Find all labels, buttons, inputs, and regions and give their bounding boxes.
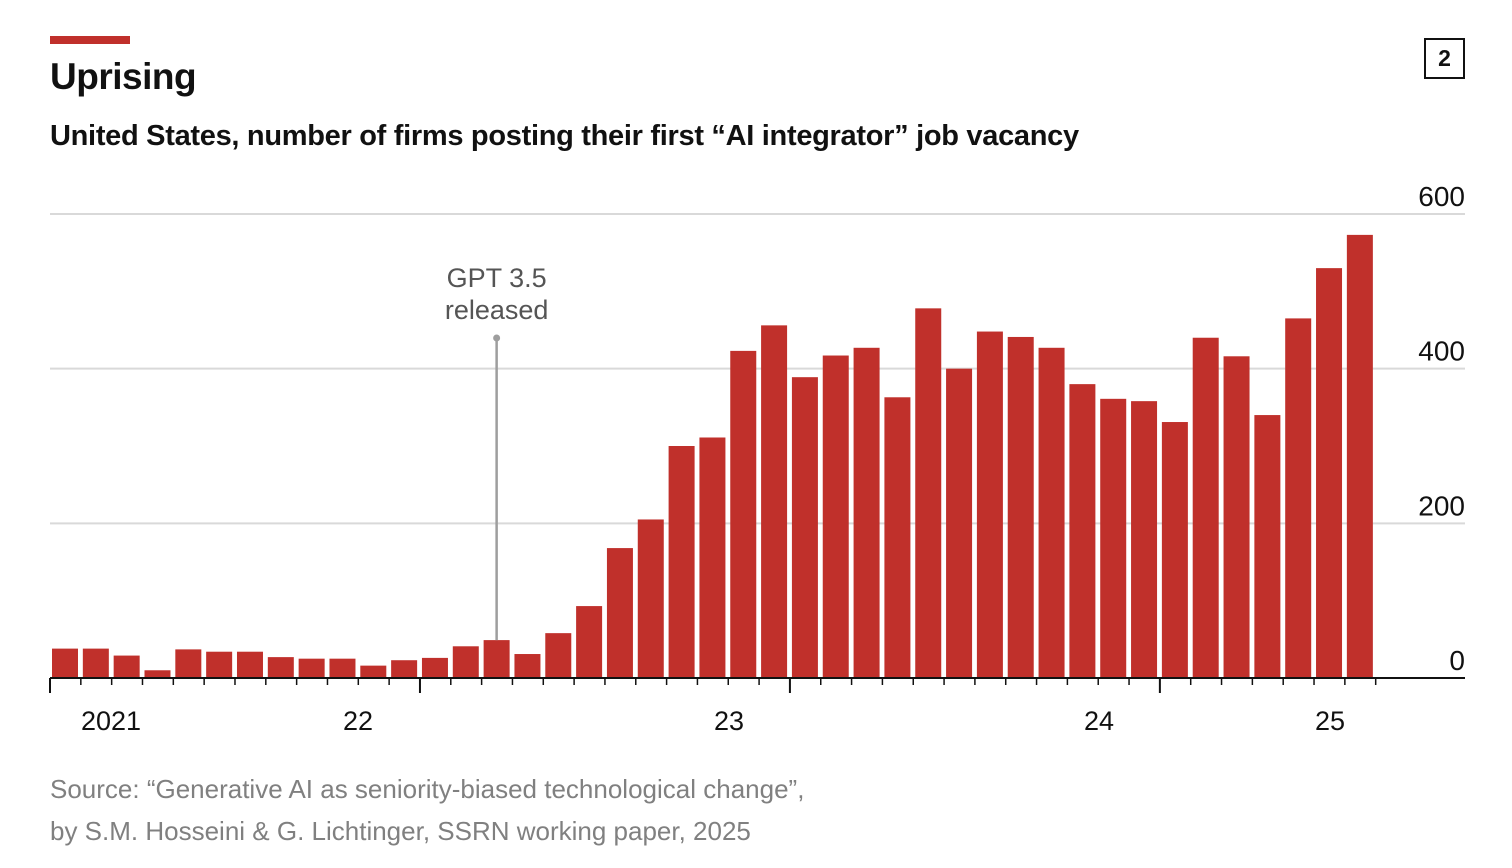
bar <box>1161 422 1188 678</box>
bar <box>1223 356 1250 678</box>
bar <box>1254 415 1281 678</box>
bar <box>761 325 788 678</box>
bar <box>791 377 818 678</box>
bar <box>144 670 171 678</box>
bar <box>1007 336 1034 678</box>
bar <box>1100 398 1127 678</box>
x-axis: 2021 22 23 24 25 <box>49 677 1465 736</box>
bar <box>514 654 541 678</box>
bar <box>637 519 664 678</box>
bar <box>267 657 294 678</box>
bars <box>52 234 1373 678</box>
annotation-label-line2: released <box>445 295 549 325</box>
bar <box>730 350 757 678</box>
chart-number-badge: 2 <box>1424 38 1465 79</box>
bar <box>82 648 109 678</box>
bar <box>175 649 202 678</box>
bar <box>1131 401 1158 678</box>
x-tick-label: 25 <box>1315 706 1345 736</box>
bar <box>1038 347 1065 678</box>
bar <box>236 651 263 678</box>
x-tick-label: 23 <box>714 706 744 736</box>
bar <box>329 658 356 678</box>
bar <box>606 548 633 678</box>
source-line-1: Source: “Generative AI as seniority-bias… <box>50 774 805 804</box>
bar <box>391 660 418 678</box>
bar <box>206 651 233 678</box>
x-tick-label: 2021 <box>81 706 141 736</box>
chart-subtitle: United States, number of firms posting t… <box>50 120 1079 152</box>
bar <box>1069 384 1096 678</box>
y-axis-labels: 0 200 400 600 <box>1418 181 1465 676</box>
y-tick-label: 400 <box>1418 336 1465 367</box>
bar <box>421 657 448 678</box>
accent-rule <box>50 36 130 44</box>
source-note: Source: “Generative AI as seniority-bias… <box>50 768 804 852</box>
bar <box>1285 318 1312 678</box>
chart-title: Uprising <box>50 56 197 97</box>
bar <box>976 331 1003 678</box>
bar <box>545 633 572 678</box>
bar <box>946 368 973 678</box>
y-tick-label: 200 <box>1418 490 1465 521</box>
bar <box>884 397 911 678</box>
bar <box>298 658 325 678</box>
x-tick-label: 24 <box>1084 706 1114 736</box>
gridlines <box>50 213 1465 525</box>
annotation-label-line1: GPT 3.5 <box>447 263 547 293</box>
y-tick-label: 0 <box>1449 645 1465 676</box>
bar <box>822 355 849 678</box>
bar <box>360 665 387 678</box>
bar <box>1346 234 1373 678</box>
bar <box>452 646 479 678</box>
bar <box>113 655 140 678</box>
bar <box>915 308 942 678</box>
bar <box>853 347 880 678</box>
bar <box>52 648 78 678</box>
x-tick-label: 22 <box>343 706 373 736</box>
source-line-2: by S.M. Hosseini & G. Lichtinger, SSRN w… <box>50 816 751 846</box>
bar <box>668 446 695 678</box>
bar <box>699 437 726 678</box>
bar <box>1316 268 1343 678</box>
annotation-dot <box>493 334 501 342</box>
y-tick-label: 600 <box>1418 181 1465 212</box>
bar <box>576 606 603 678</box>
bar <box>483 640 510 678</box>
bar <box>1192 337 1219 678</box>
